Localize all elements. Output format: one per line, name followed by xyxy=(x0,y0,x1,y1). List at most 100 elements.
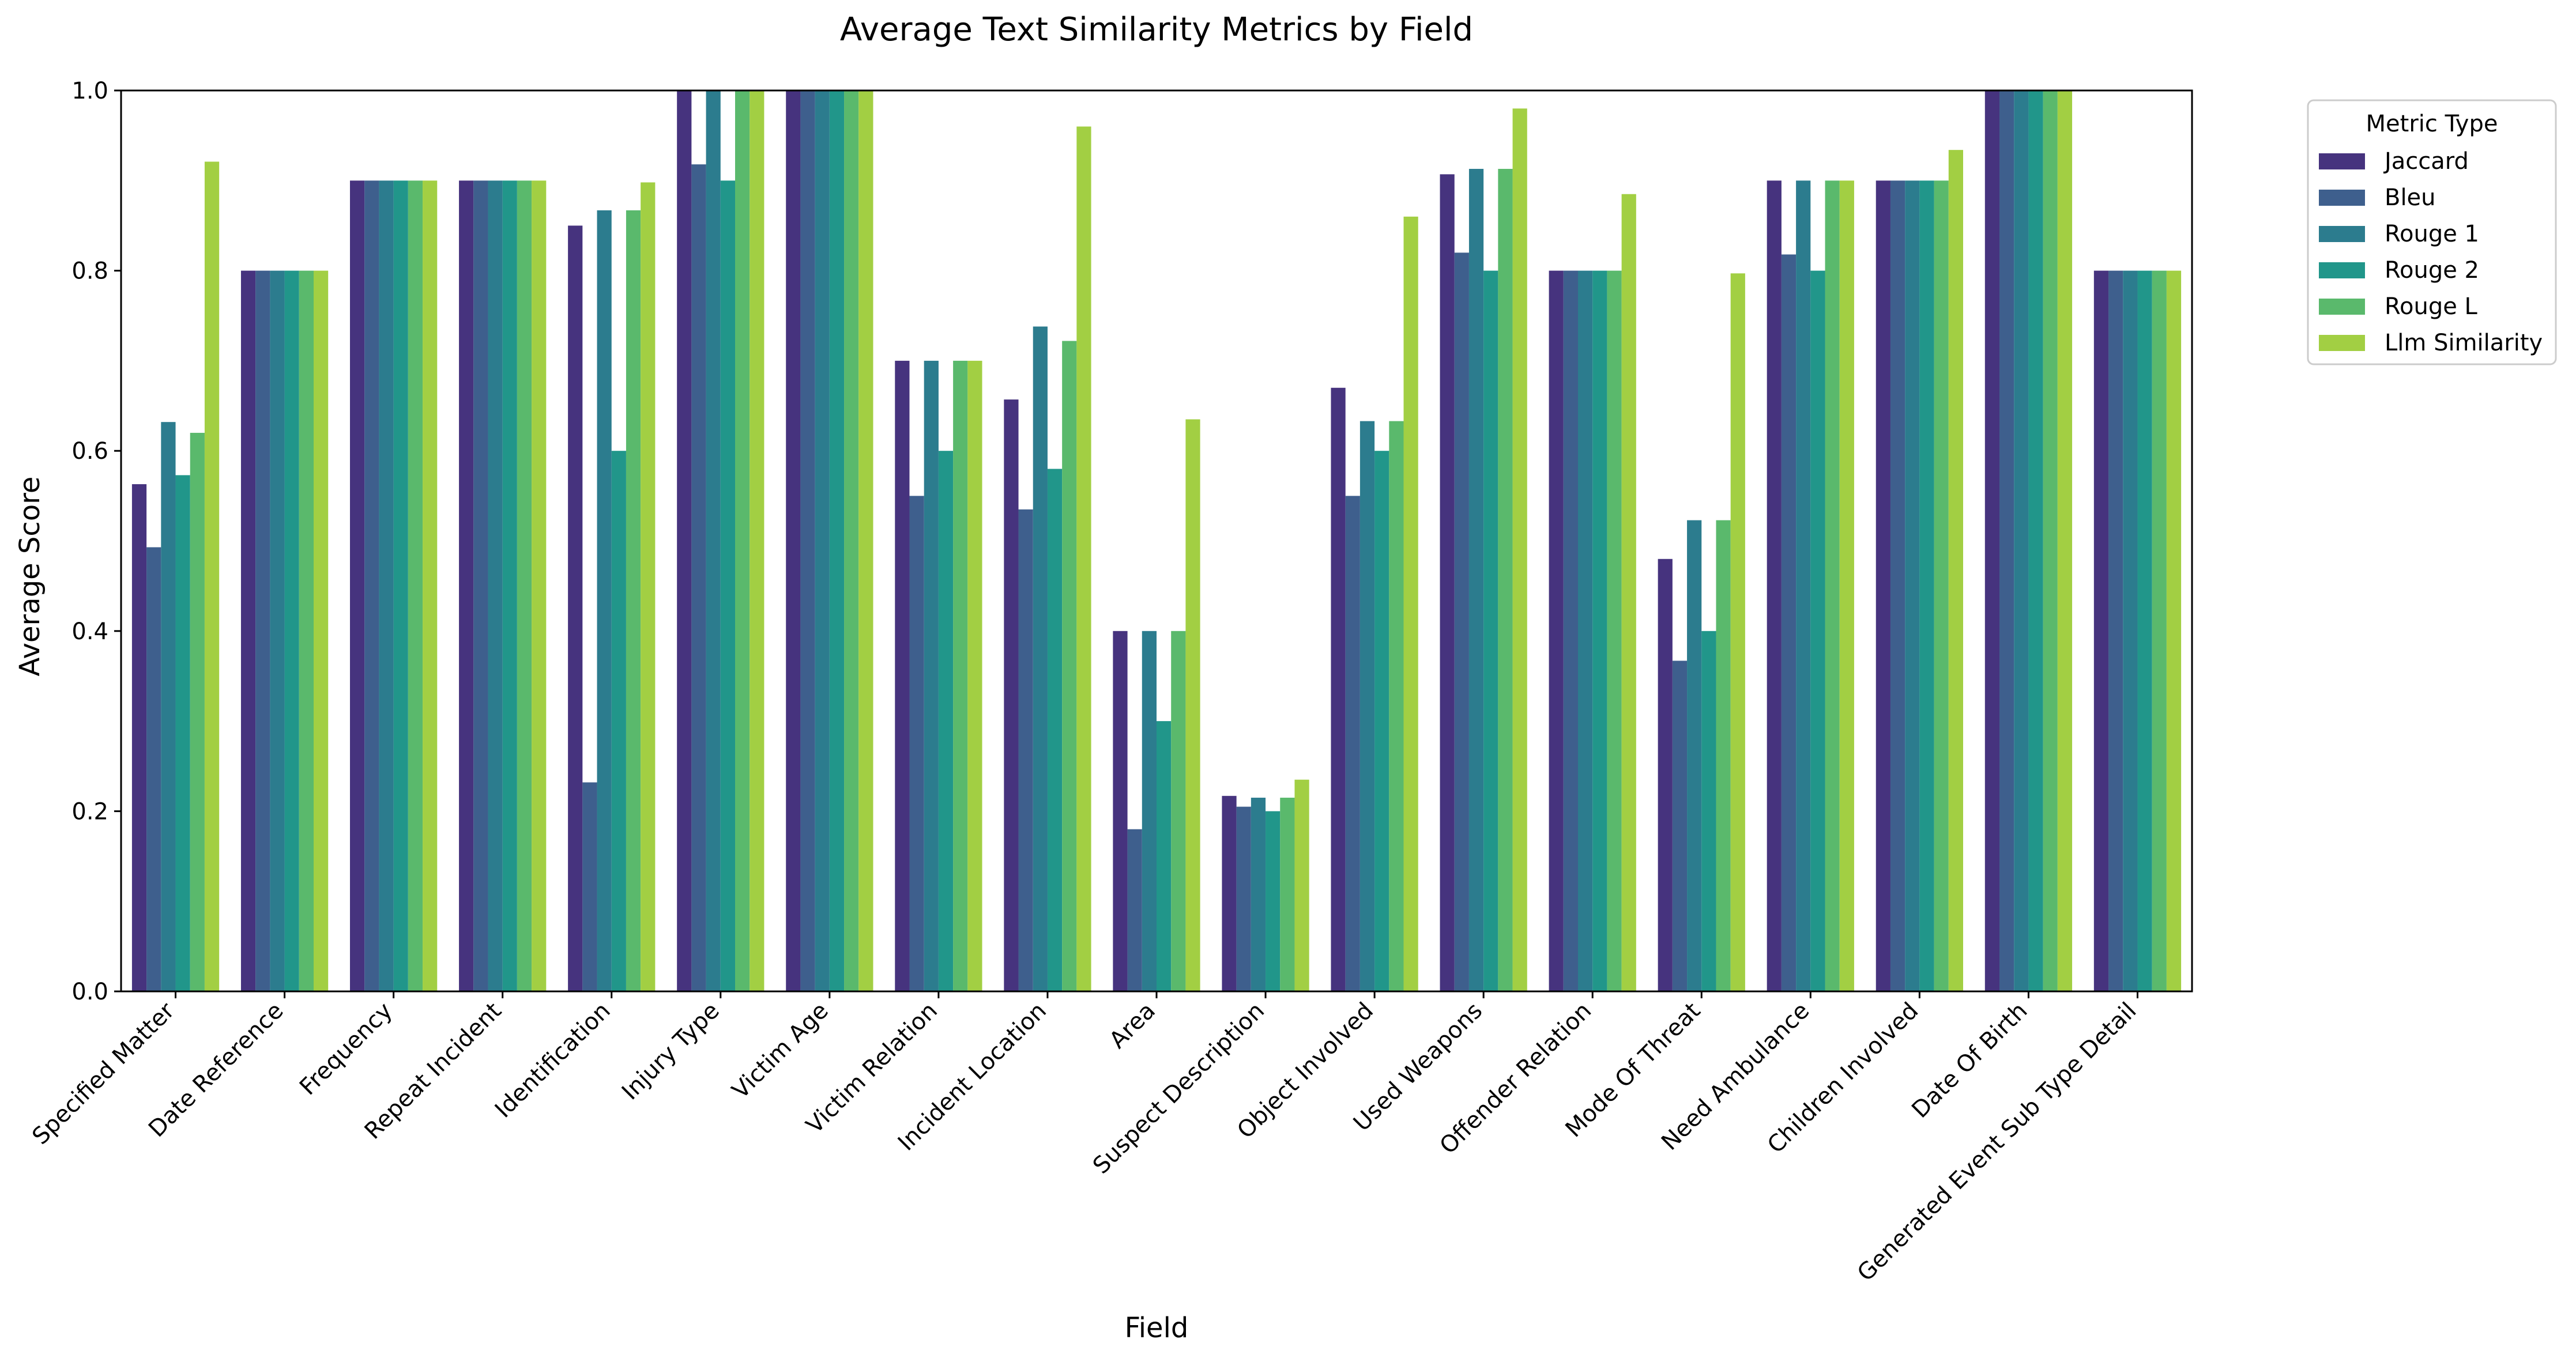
bar xyxy=(423,180,438,991)
bar xyxy=(1512,108,1527,991)
bar xyxy=(1905,180,1920,991)
bar xyxy=(1468,168,1484,992)
bar xyxy=(1062,341,1077,991)
bar xyxy=(1004,399,1019,991)
bar xyxy=(408,180,423,991)
x-tick-label: Date Of Birth xyxy=(1907,998,2032,1123)
bar-group xyxy=(1549,194,1636,992)
bar xyxy=(1621,194,1636,991)
bar xyxy=(204,161,220,992)
bar xyxy=(1948,150,1963,991)
bar xyxy=(750,90,764,991)
bar-group xyxy=(1984,90,2073,991)
bar xyxy=(1919,180,1934,991)
bar xyxy=(1157,721,1172,991)
bar xyxy=(1999,90,2014,991)
legend-label: Llm Similarity xyxy=(2385,330,2543,356)
bar xyxy=(1113,631,1128,991)
bar xyxy=(800,90,815,991)
bar-group xyxy=(2093,270,2182,992)
legend-swatch xyxy=(2319,335,2365,351)
bar xyxy=(1280,797,1295,991)
bar-group xyxy=(786,90,873,991)
bar xyxy=(393,180,408,991)
bar xyxy=(1483,270,1498,992)
bar xyxy=(284,270,299,992)
y-tick-label: 0.4 xyxy=(71,618,108,645)
bar xyxy=(1875,180,1890,991)
legend-label: Rouge L xyxy=(2385,293,2478,320)
bar xyxy=(1222,795,1237,991)
bar xyxy=(459,180,474,991)
bar xyxy=(364,180,379,991)
bar xyxy=(1294,779,1309,991)
bar xyxy=(938,451,954,991)
y-tick-label: 0.6 xyxy=(71,438,108,465)
bar xyxy=(1658,559,1673,991)
bar xyxy=(313,270,329,992)
y-tick-label: 0.2 xyxy=(71,798,108,825)
bar xyxy=(1266,811,1281,991)
bar-group xyxy=(1875,150,1963,991)
bar xyxy=(1578,270,1593,992)
bar xyxy=(691,164,706,991)
bar xyxy=(1781,254,1797,992)
bar xyxy=(1825,180,1840,991)
bar xyxy=(706,90,721,991)
bar xyxy=(2123,270,2138,992)
bar xyxy=(1389,421,1404,991)
bar xyxy=(488,180,503,991)
bar xyxy=(2043,90,2058,991)
bar xyxy=(1251,797,1266,991)
bar xyxy=(1839,180,1854,991)
bar xyxy=(1185,419,1200,991)
bar xyxy=(2057,90,2073,991)
legend-swatch xyxy=(2319,153,2365,169)
bar xyxy=(1716,520,1731,991)
bar xyxy=(1767,180,1782,991)
bar xyxy=(815,90,830,991)
bar xyxy=(1374,451,1389,991)
bar xyxy=(1984,90,2000,991)
legend-swatch xyxy=(2319,190,2365,206)
bar xyxy=(1890,180,1905,991)
legend-swatch xyxy=(2319,262,2365,278)
bar-group xyxy=(1440,108,1527,992)
bar xyxy=(1047,469,1063,991)
bar xyxy=(568,225,583,992)
bar xyxy=(1127,829,1142,991)
bar xyxy=(1498,168,1513,992)
bar xyxy=(641,182,656,992)
bar xyxy=(161,422,176,991)
bar xyxy=(240,270,256,992)
y-tick-label: 0.0 xyxy=(71,979,108,1005)
bar xyxy=(909,496,924,991)
bar xyxy=(735,90,750,991)
bar xyxy=(1549,270,1564,992)
bar xyxy=(146,547,161,991)
bar xyxy=(924,360,939,991)
bar xyxy=(1563,270,1579,992)
bar xyxy=(1592,270,1607,992)
bar xyxy=(967,360,982,991)
y-tick-label: 0.8 xyxy=(71,258,108,285)
bar xyxy=(502,180,517,991)
bar xyxy=(786,90,801,991)
bar xyxy=(299,270,314,992)
bar-group xyxy=(131,161,220,992)
bar-group xyxy=(1767,180,1854,992)
bar xyxy=(1345,496,1360,991)
legend-title: Metric Type xyxy=(2366,111,2498,137)
legend-label: Rouge 2 xyxy=(2385,257,2479,284)
bar xyxy=(597,210,612,991)
bar xyxy=(532,180,547,991)
bar xyxy=(1810,270,1825,992)
bar-group xyxy=(1658,273,1745,991)
bar xyxy=(1730,273,1745,991)
x-tick-label: Frequency xyxy=(295,998,398,1101)
bar xyxy=(582,782,597,991)
bar xyxy=(844,90,859,991)
bar xyxy=(611,451,626,991)
